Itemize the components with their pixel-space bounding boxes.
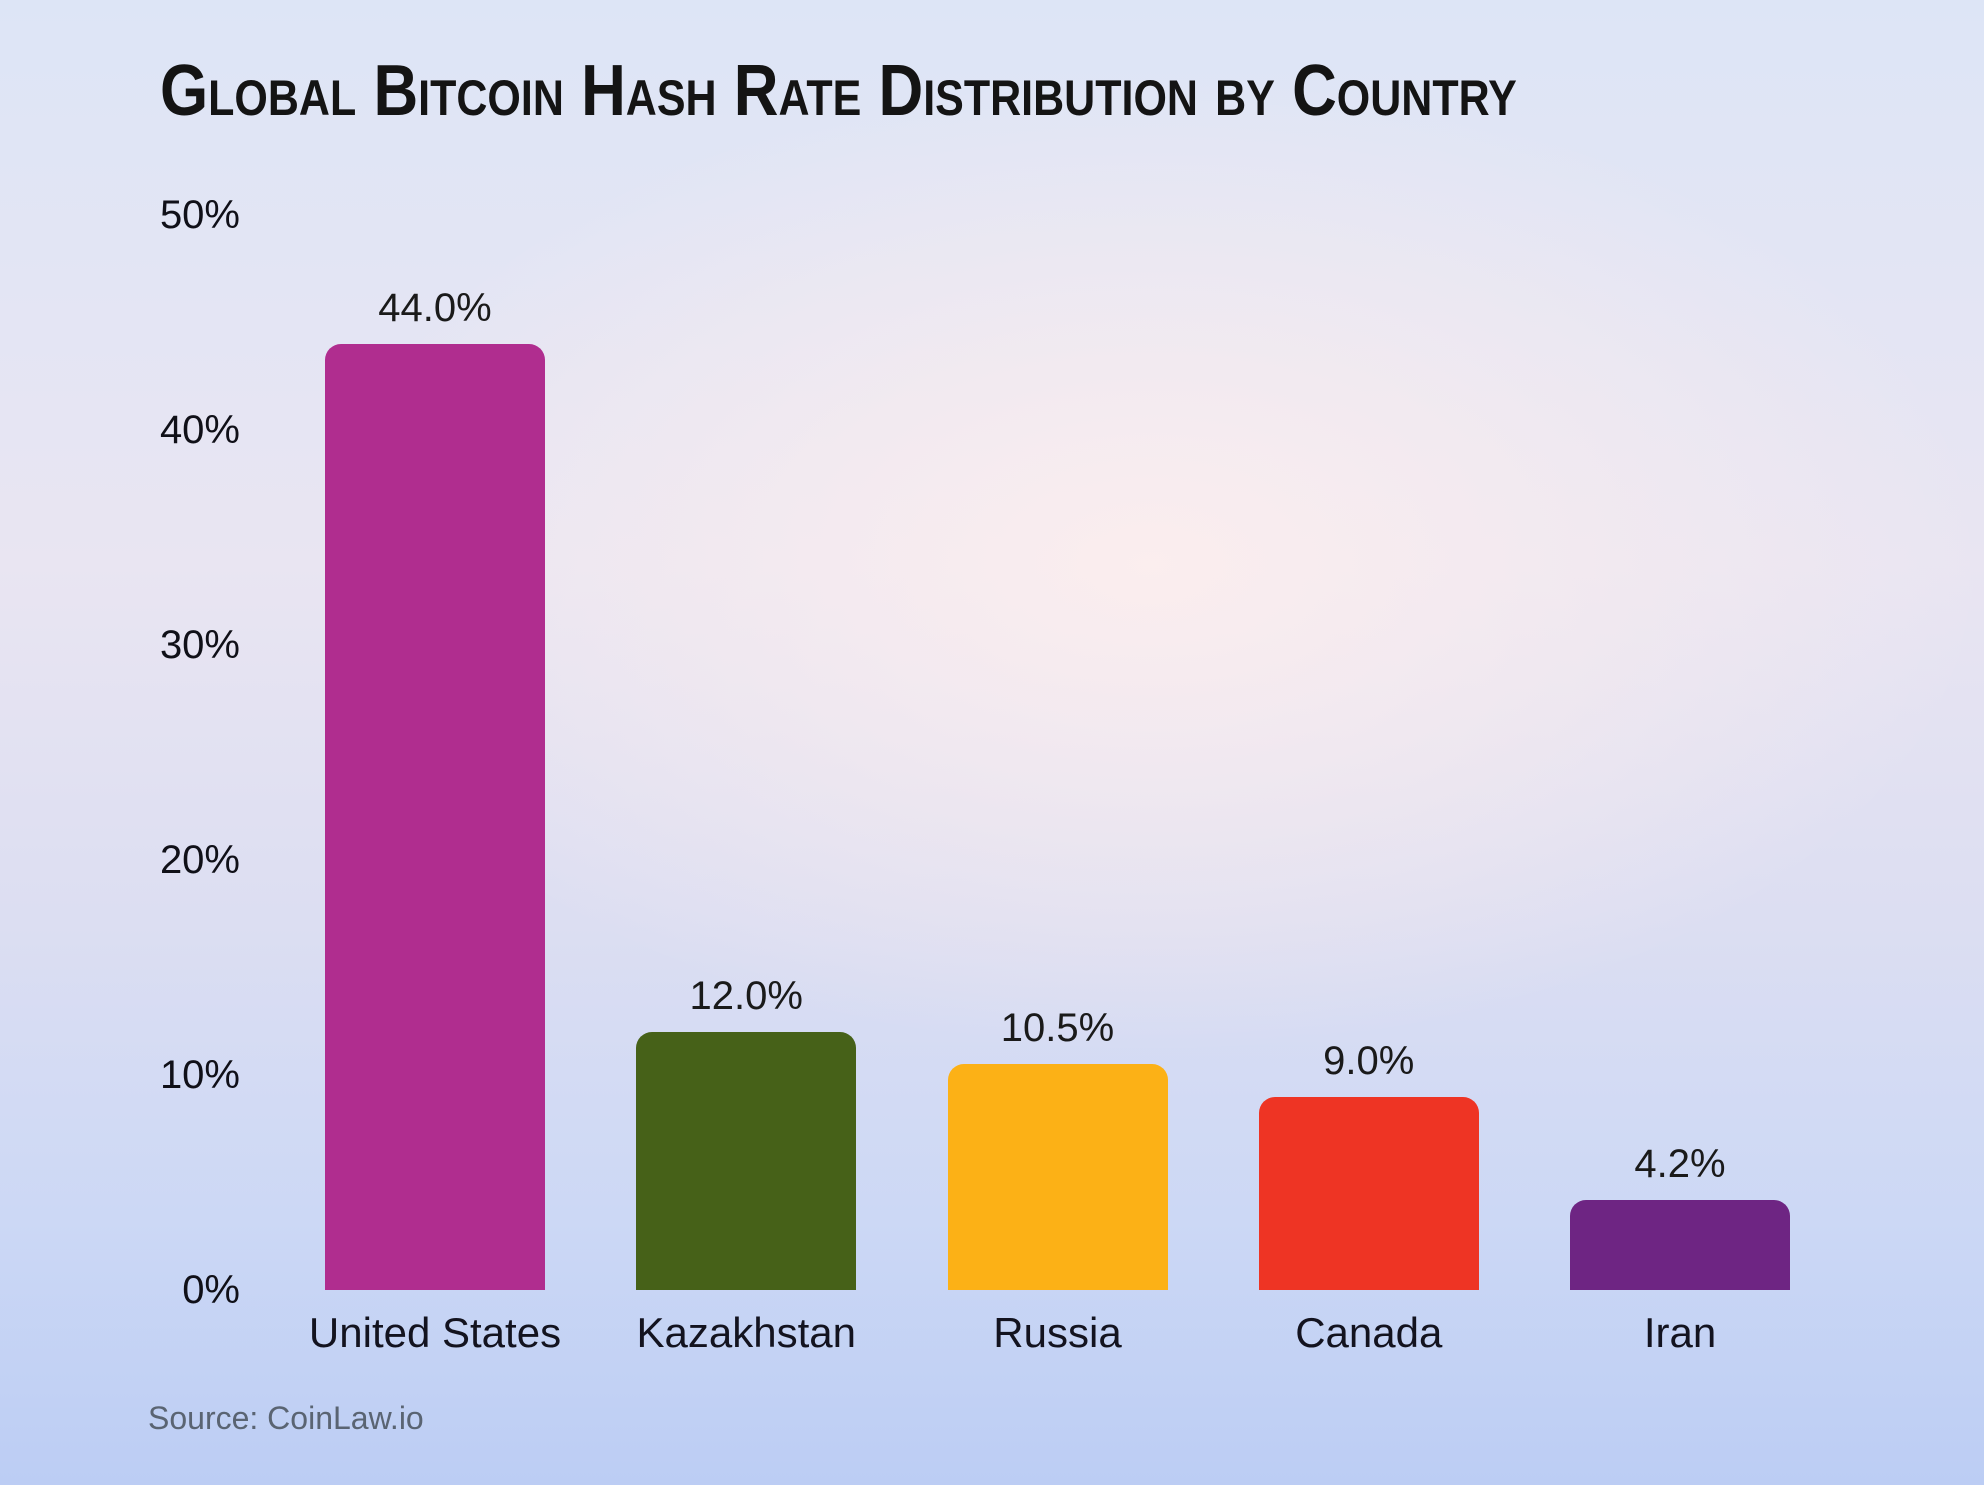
y-tick-label: 30% [159, 623, 240, 667]
bar-russia [947, 1064, 1168, 1290]
x-category-label: Russia [993, 1309, 1122, 1356]
plot-area: 44.0% United States 12.0% Kazakhstan 10.5% Ru… [309, 215, 1790, 1354]
bar-group-russia: 10.5% Russia [947, 215, 1168, 1354]
bar-group-kazakhstan: 12.0% Kazakhstan [636, 215, 857, 1354]
y-tick-label: 10% [159, 1053, 240, 1097]
x-category-label: United States [308, 1309, 562, 1356]
source-note: Source: CoinLaw.io [148, 1400, 424, 1436]
bar-united-states [325, 344, 545, 1290]
bar-value-label: 4.2% [1634, 1141, 1726, 1186]
y-axis: 0% 10% 20% 30% 40% 50% [120, 195, 240, 1310]
bar-value-label: 44.0% [378, 286, 492, 330]
y-tick-label: 0% [182, 1268, 240, 1312]
x-category-label: Canada [1295, 1309, 1443, 1356]
bar-group-canada: 9.0% Canada [1258, 215, 1479, 1354]
y-tick-label: 20% [159, 838, 240, 882]
bar-value-label: 9.0% [1323, 1038, 1415, 1083]
bar-value-label: 12.0% [689, 974, 803, 1018]
y-tick-label: 50% [159, 193, 240, 237]
x-category-label: Kazakhstan [636, 1309, 856, 1356]
bar-group-united-states: 44.0% United States [309, 215, 561, 1354]
bar-value-label: 10.5% [1000, 1006, 1115, 1051]
bar-group-iran: 4.2% Iran [1570, 215, 1790, 1354]
bar-canada [1258, 1096, 1479, 1290]
chart-title: Global Bitcoin Hash Rate Distribution by… [160, 51, 1517, 131]
x-category-label: Iran [1643, 1309, 1717, 1356]
bar-iran [1570, 1199, 1790, 1290]
y-tick-label: 40% [159, 408, 240, 452]
bar-kazakhstan [636, 1032, 857, 1290]
